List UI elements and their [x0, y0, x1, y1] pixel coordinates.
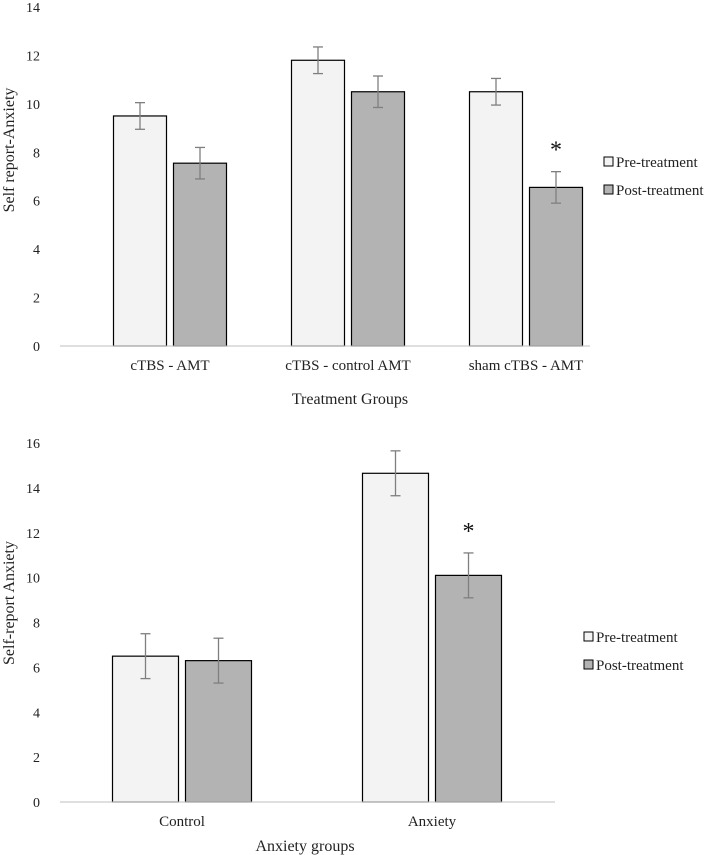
chart-1-x-axis-title: Treatment Groups: [292, 391, 408, 408]
chart-1-bar-post-1: [350, 91, 406, 347]
chart-2-y-tick-label: 10: [26, 572, 40, 587]
chart-2-bar-pre-1: [361, 472, 430, 803]
chart-1-legend-swatch-pre: [603, 156, 614, 167]
chart-2-legend-swatch-post: [583, 659, 594, 670]
chart-1-y-tick-label: 10: [26, 98, 40, 113]
chart-2-y-tick-label: 0: [33, 796, 40, 811]
chart-2-category-labels: Control Anxiety: [159, 814, 457, 830]
chart-1-bar-pre-1: [290, 59, 346, 347]
chart-1-y-tick-label: 2: [33, 292, 40, 307]
chart-2-y-tick-label: 14: [26, 482, 40, 497]
chart-2-bar-post-0: [184, 660, 253, 803]
chart-2-legend-swatch-pre: [583, 631, 594, 642]
chart-1-category-label: sham cTBS - AMT: [469, 358, 584, 374]
chart-2-y-tick-label: 8: [33, 617, 40, 632]
chart-1-legend-label-pre: Pre-treatment: [616, 155, 698, 171]
chart-1-y-ticks: 0 2 4 6 8 10 12 14: [26, 1, 40, 355]
chart-2-y-axis-title: Self-report Anxiety: [1, 541, 18, 665]
chart-1-category-labels: cTBS - AMT cTBS - control AMT sham cTBS - …: [130, 358, 583, 374]
chart-1-y-tick-label: 0: [33, 340, 40, 355]
chart-1-bar-pre-0: [112, 115, 168, 347]
chart-2-y-tick-label: 2: [33, 751, 40, 766]
chart-1-error-bars: [135, 46, 561, 204]
chart-1: 0 2 4 6 8 10 12 14 cTBS - AMT cTBS - control AMT…: [1, 1, 704, 408]
chart-2-bar-post-1: [434, 574, 503, 803]
chart-1-significance-star: *: [550, 138, 562, 164]
chart-1-y-tick-label: 8: [33, 146, 40, 161]
chart-1-category-label: cTBS - control AMT: [285, 358, 410, 374]
chart-1-y-tick-label: 12: [26, 49, 40, 64]
chart-1-legend-swatch-post: [603, 184, 614, 195]
chart-2-legend-label-post: Post-treatment: [596, 658, 684, 674]
chart-1-y-tick-label: 6: [33, 195, 40, 210]
chart-1-bar-pre-2: [468, 91, 524, 347]
chart-1-annotations: *: [550, 138, 562, 164]
chart-1-category-label: cTBS - AMT: [130, 358, 209, 374]
chart-2-bars: [111, 472, 503, 803]
chart-2-y-tick-label: 6: [33, 661, 40, 676]
chart-1-legend-label-post: Post-treatment: [616, 183, 704, 199]
chart-2-y-tick-label: 12: [26, 527, 40, 542]
chart-1-bars: [112, 59, 584, 347]
chart-2-legend-label-pre: Pre-treatment: [596, 630, 678, 646]
chart-2-significance-star: *: [463, 519, 475, 545]
chart-1-y-tick-label: 4: [33, 243, 40, 258]
chart-1-y-axis-title: Self report-Anxiety: [1, 88, 18, 213]
chart-2-category-label: Anxiety: [408, 814, 457, 830]
chart-2-category-label: Control: [159, 814, 205, 830]
chart-2-legend: Pre-treatment Post-treatment: [583, 630, 684, 674]
chart-2-y-ticks: 0 2 4 6 8 10 12 14 16: [26, 437, 40, 811]
chart-1-bar-post-0: [172, 162, 228, 347]
chart-2-error-bars: [140, 450, 474, 684]
chart-2-y-tick-label: 16: [26, 437, 40, 452]
chart-2-x-axis-title: Anxiety groups: [255, 838, 354, 855]
chart-1-bar-post-2: [528, 186, 584, 347]
chart-2: 0 2 4 6 8 10 12 14 16 Control Anxiety * Self-repo…: [1, 437, 684, 855]
chart-1-y-tick-label: 14: [26, 1, 40, 16]
chart-2-annotations: *: [463, 519, 475, 545]
chart-1-legend: Pre-treatment Post-treatment: [603, 155, 704, 199]
chart-2-y-tick-label: 4: [33, 706, 40, 721]
